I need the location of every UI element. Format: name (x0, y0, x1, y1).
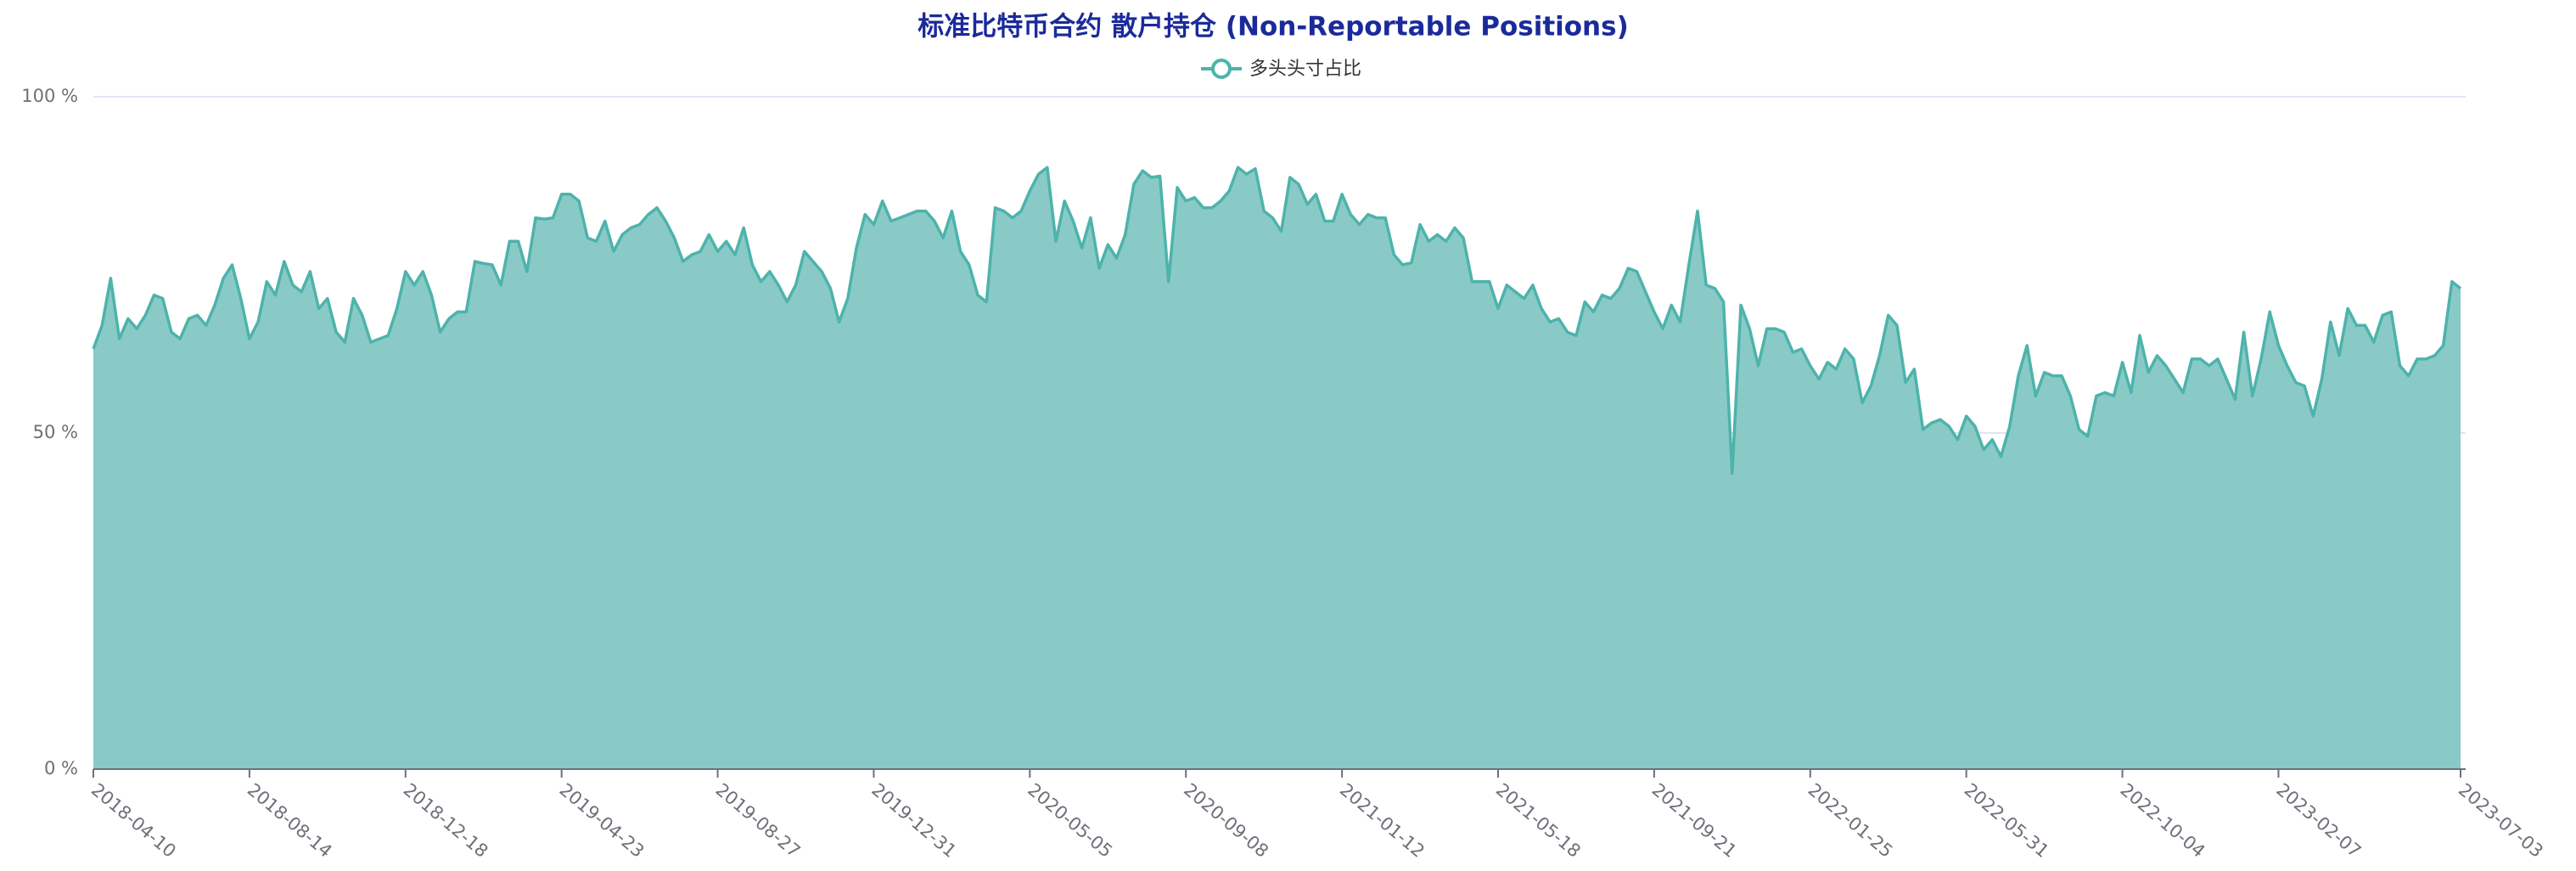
line (92, 166, 2462, 475)
legend: 多头头寸占比 (1201, 59, 1361, 80)
x-tick-label: 2021-01-12 (1336, 779, 1428, 862)
x-tick-label: 2019-04-23 (556, 779, 648, 862)
y-tick-label: 50 % (33, 422, 78, 442)
x-tick-label: 2022-01-25 (1804, 779, 1897, 862)
y-tick-label: 0 % (44, 758, 78, 778)
x-tick-label: 2018-12-18 (400, 779, 492, 862)
chart-title: 标准比特币合约 散户持仓 (Non-Reportable Positions) (918, 12, 1629, 42)
x-tick-label: 2021-09-21 (1648, 779, 1741, 862)
x-tick-label: 2018-08-14 (244, 779, 336, 862)
x-tick-label: 2019-08-27 (711, 779, 804, 862)
x-tick-label: 2019-12-31 (867, 779, 960, 862)
x-tick-label: 2022-10-04 (2117, 779, 2209, 862)
x-tick-label: 2021-05-18 (1492, 779, 1585, 862)
x-tick-label: 2018-04-10 (87, 779, 180, 862)
x-tick-label: 2020-05-05 (1024, 779, 1116, 862)
legend-label: 多头头寸占比 (1249, 59, 1361, 80)
x-tick-label: 2023-02-07 (2272, 779, 2365, 862)
x-tick-label: 2023-07-03 (2455, 779, 2547, 862)
x-tick-label: 2020-09-08 (1180, 779, 1272, 862)
area (93, 167, 2461, 769)
legend-marker (1211, 59, 1232, 79)
y-tick-label: 100 % (21, 86, 78, 106)
x-tick-label: 2022-05-31 (1961, 779, 2053, 862)
